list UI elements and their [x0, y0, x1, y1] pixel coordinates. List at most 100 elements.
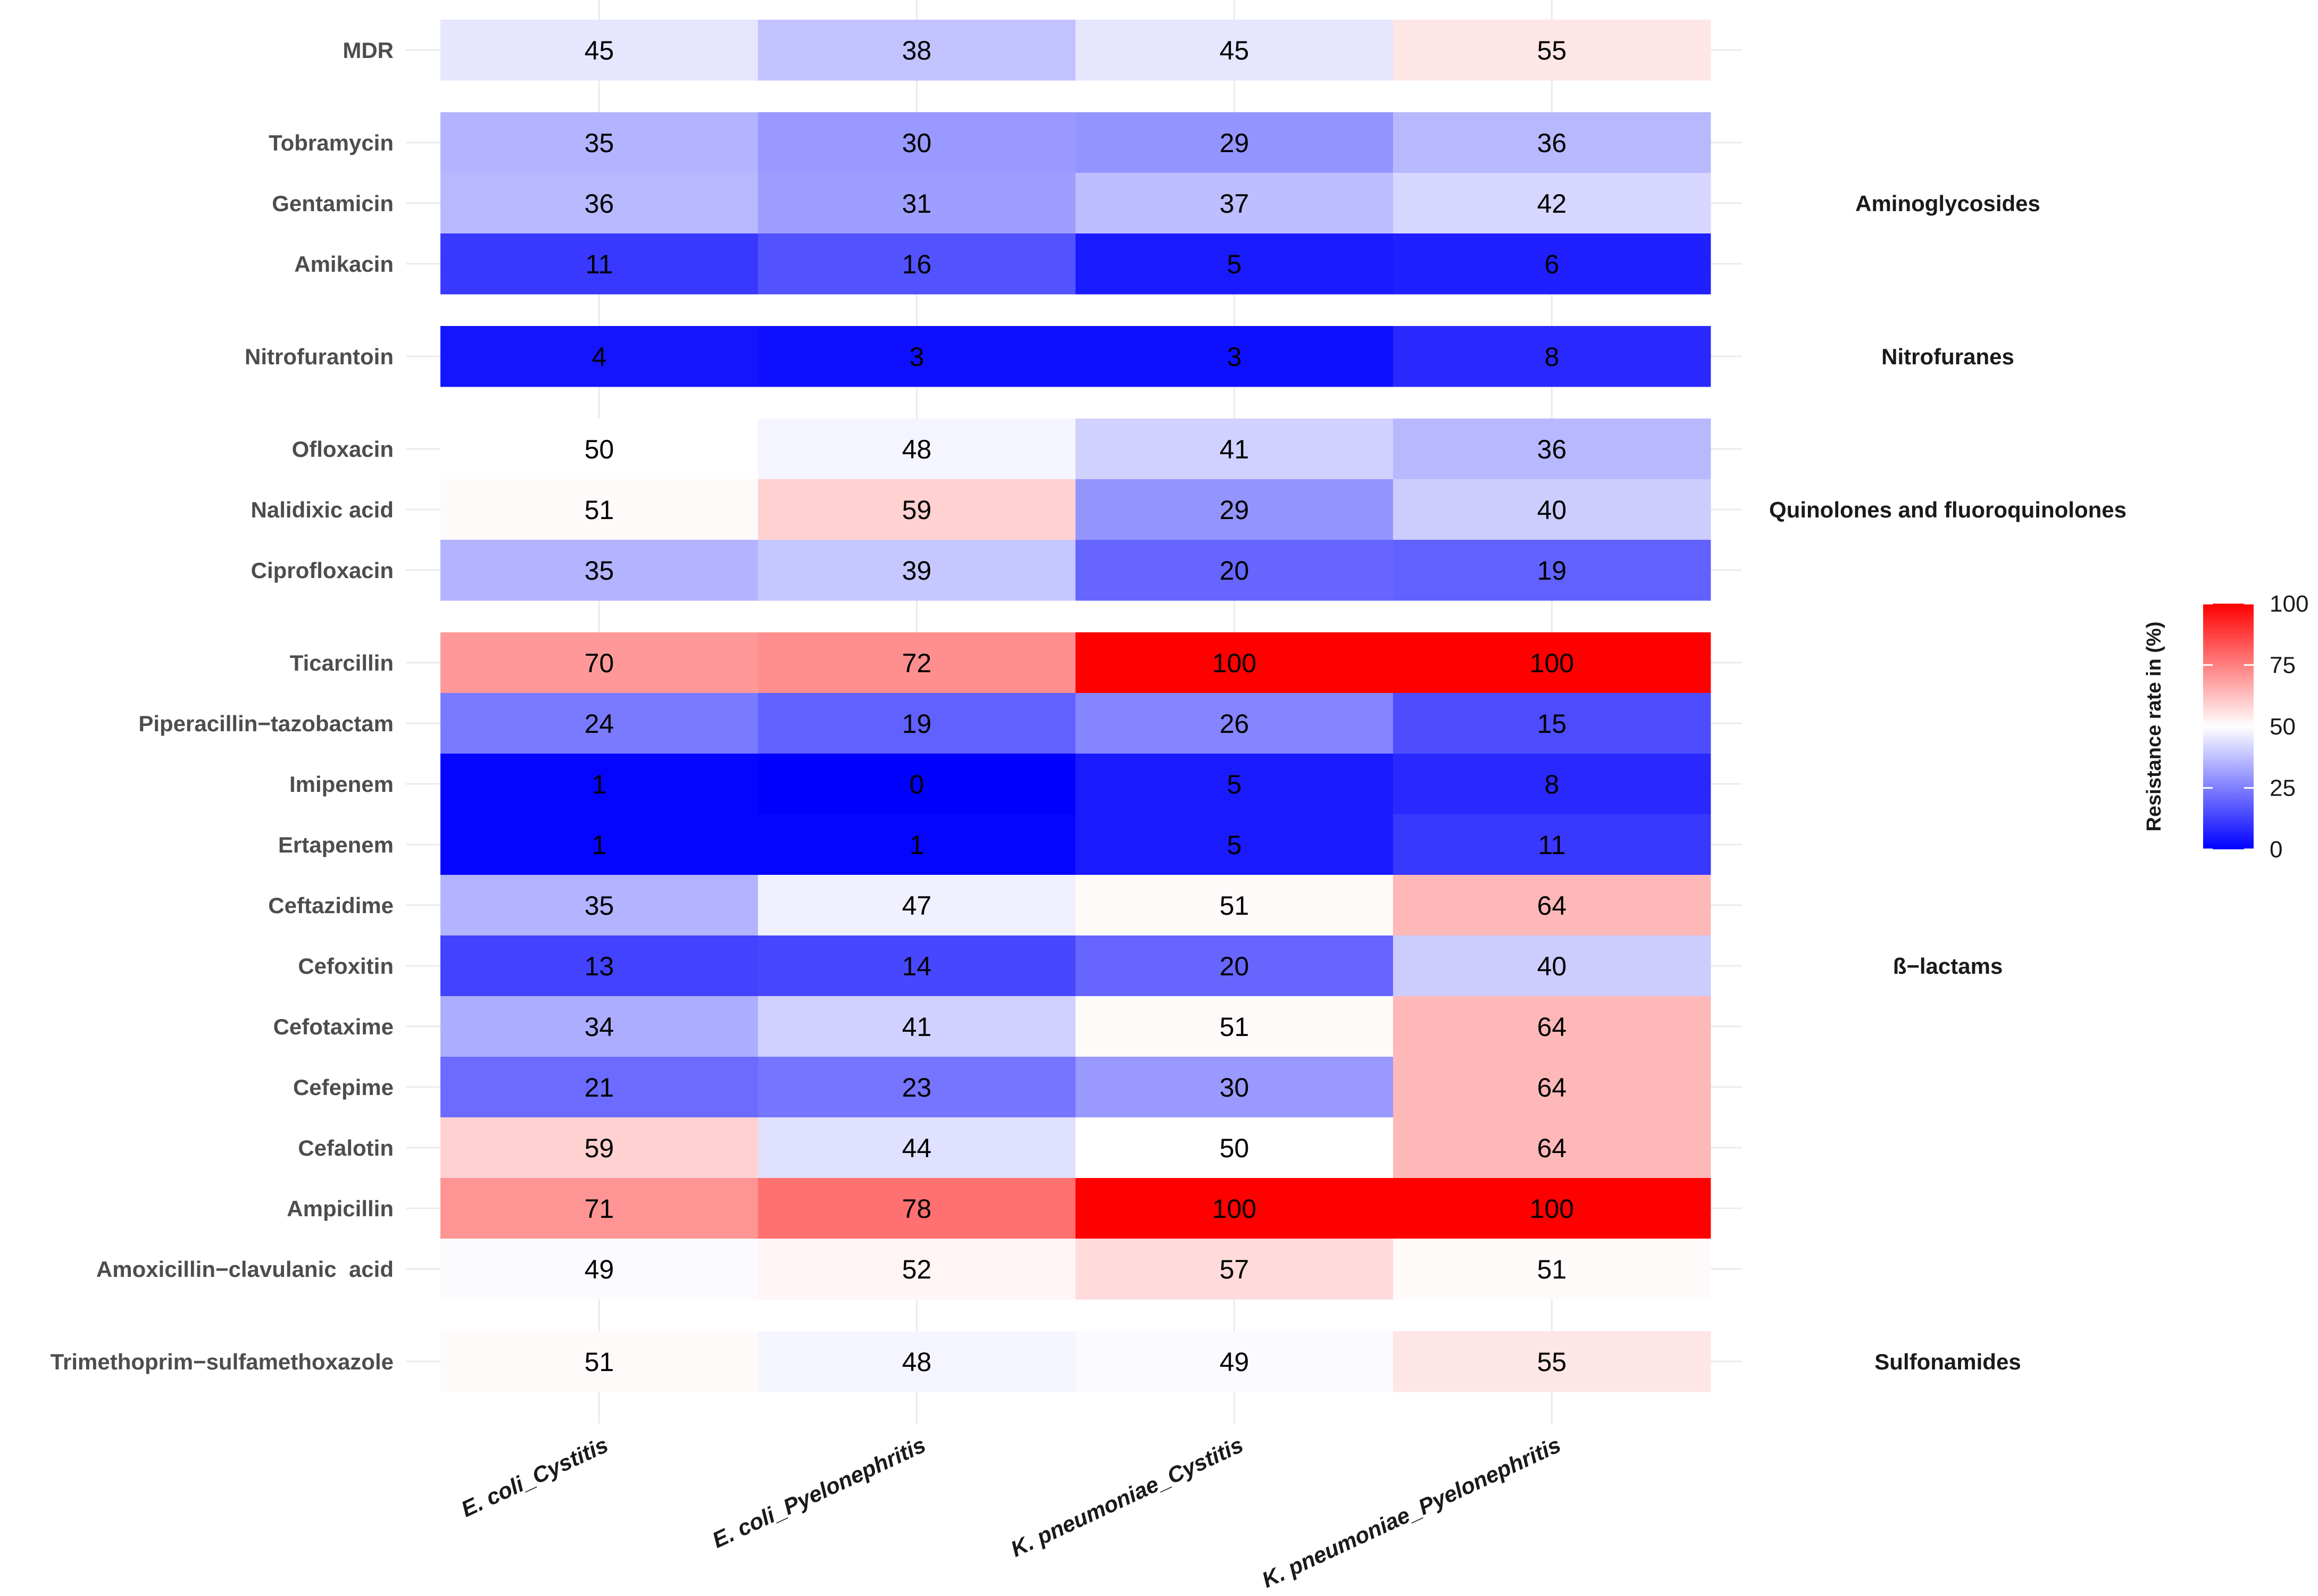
cell-value: 16	[902, 249, 932, 279]
heatmap-cell	[440, 632, 758, 693]
row-label-ceftazidime: Ceftazidime	[268, 893, 394, 918]
heatmap-cell	[758, 540, 1076, 601]
heatmap-cell	[1393, 1117, 1711, 1179]
heatmap-cell	[1075, 479, 1394, 540]
cell-value: 1	[592, 770, 607, 799]
heatmap-cell	[440, 875, 758, 936]
heatmap-cell	[758, 1117, 1076, 1179]
cell-value: 24	[585, 709, 614, 739]
cell-value: 40	[1537, 495, 1567, 525]
heatmap-cell	[440, 326, 758, 387]
cell-value: 19	[902, 709, 932, 739]
row-label-ertapenem: Ertapenem	[278, 832, 394, 857]
heatmap-cell	[1393, 479, 1711, 540]
cell-value: 31	[902, 189, 932, 219]
cell-value: 6	[1545, 249, 1560, 279]
cell-value: 19	[1537, 556, 1567, 586]
heatmap-cell	[1075, 1178, 1394, 1239]
cell-value: 50	[1220, 1133, 1249, 1163]
group-label-nitrofuranes: Nitrofuranes	[1881, 344, 2014, 369]
heatmap-cell	[1393, 632, 1711, 693]
heatmap-cell	[758, 1057, 1076, 1118]
cell-value: 26	[1220, 709, 1249, 739]
heatmap-cell	[440, 1117, 758, 1179]
heatmap-cell	[758, 479, 1076, 540]
cell-value: 35	[585, 891, 614, 921]
cell-value: 4	[592, 342, 607, 372]
cell-value: 20	[1220, 556, 1249, 586]
cell-value: 36	[585, 189, 614, 219]
cell-value: 100	[1212, 1194, 1256, 1224]
heatmap-cell	[758, 935, 1076, 997]
cell-value: 41	[1220, 434, 1249, 464]
cell-value: 13	[585, 951, 614, 981]
heatmap-cell	[440, 814, 758, 875]
heatmap-cell	[1075, 1117, 1394, 1179]
cell-value: 72	[902, 648, 932, 678]
legend-title: Resistance rate in (%)	[2143, 622, 2165, 832]
legend-tick-label: 100	[2270, 591, 2308, 617]
row-label-ticarcillin: Ticarcillin	[290, 650, 394, 675]
cell-value: 11	[586, 249, 613, 279]
cell-value: 55	[1537, 36, 1567, 65]
heatmap-cell	[1393, 233, 1711, 295]
row-label-cefepime: Cefepime	[293, 1075, 394, 1100]
heatmap-cell	[1075, 1239, 1394, 1300]
group-label-quinolones-and-fluoroquinolones: Quinolones and fluoroquinolones	[1769, 497, 2127, 522]
cell-value: 48	[902, 1347, 932, 1377]
cell-value: 1	[592, 830, 607, 860]
cell-value: 100	[1212, 648, 1256, 678]
cell-value: 100	[1530, 648, 1574, 678]
cell-value: 8	[1545, 342, 1560, 372]
row-labels: MDR Tobramycin Gentamicin Amikacin Nitrofura…	[51, 38, 394, 1374]
heatmap-cell	[440, 540, 758, 601]
cell-value: 1	[910, 830, 924, 860]
heatmap-cell	[1075, 419, 1394, 480]
heatmap-cell	[440, 20, 758, 81]
cell-value: 35	[585, 128, 614, 158]
legend-tick-label: 75	[2270, 653, 2296, 679]
cell-value: 45	[585, 36, 614, 65]
cell-value: 23	[902, 1073, 932, 1102]
heatmap-cell	[1393, 996, 1711, 1057]
cell-value: 34	[585, 1012, 614, 1042]
row-label-ampicillin: Ampicillin	[287, 1196, 394, 1221]
cell-value: 50	[585, 434, 614, 464]
cell-value: 37	[1220, 189, 1249, 219]
heatmap-cell	[440, 419, 758, 480]
heatmap-cell	[1393, 935, 1711, 997]
heatmap-cell	[440, 1331, 758, 1392]
cell-value: 64	[1537, 1073, 1567, 1102]
cell-value: 44	[902, 1133, 932, 1163]
cell-value: 64	[1537, 891, 1567, 921]
cell-value: 64	[1537, 1133, 1567, 1163]
cell-value: 38	[902, 36, 932, 65]
cell-value: 5	[1227, 770, 1242, 799]
cell-value: 40	[1537, 951, 1567, 981]
heatmap-cell	[440, 1239, 758, 1300]
group-label-lactams: ß−lactams	[1893, 954, 2003, 979]
heatmap-cell	[440, 479, 758, 540]
heatmap-cell	[1393, 1057, 1711, 1118]
heatmap-cell	[1075, 173, 1394, 234]
heatmap-cells	[440, 20, 1711, 1392]
cell-value: 45	[1220, 36, 1249, 65]
cell-value: 47	[902, 891, 932, 921]
cell-value: 0	[910, 770, 924, 799]
heatmap-cell	[1075, 935, 1394, 997]
heatmap-cell	[1393, 1239, 1711, 1300]
cell-value: 59	[585, 1133, 614, 1163]
cell-value: 30	[1220, 1073, 1249, 1102]
cell-value: 11	[1538, 830, 1566, 860]
row-label-tobramycin: Tobramycin	[269, 130, 394, 155]
cell-value: 3	[1227, 342, 1242, 372]
heatmap-cell	[1075, 1331, 1394, 1392]
heatmap-cell	[1075, 1057, 1394, 1118]
row-label-amikacin: Amikacin	[294, 252, 394, 277]
color-legend: Resistance rate in (%) 0 25 50 75 100	[2143, 591, 2308, 863]
group-label-aminoglycosides: Aminoglycosides	[1855, 191, 2040, 216]
cell-value: 30	[902, 128, 932, 158]
column-label-e-coli-pyelonephritis: E. coli_Pyelonephritis	[708, 1432, 929, 1553]
heatmap-cell	[1393, 326, 1711, 387]
heatmap-cell	[1393, 754, 1711, 815]
